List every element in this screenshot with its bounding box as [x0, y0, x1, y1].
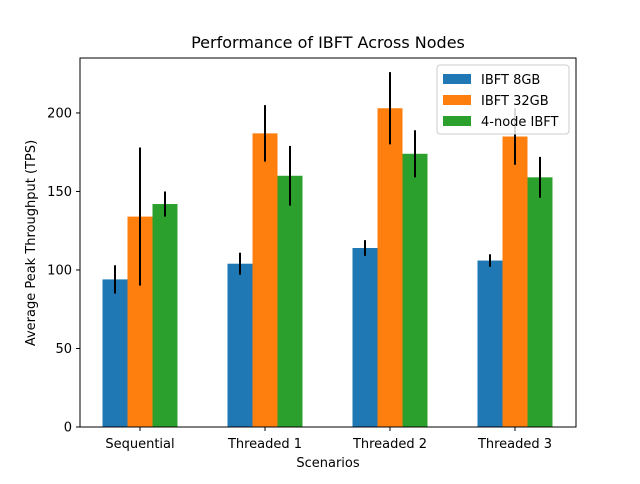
x-tick-label-3: Threaded 3: [477, 437, 552, 452]
bar-1-1: [102, 279, 128, 427]
y-tick-label-0: 0: [64, 421, 72, 436]
y-tick-label-4: 200: [47, 106, 72, 121]
bar-1-3: [352, 247, 378, 427]
y-tick-label-2: 100: [47, 263, 72, 278]
x-tick-label-1: Threaded 1: [227, 437, 302, 452]
legend-swatch-3: [443, 116, 471, 126]
legend-label-3: 4-node IBFT: [481, 115, 559, 130]
bar-3-1: [152, 204, 178, 427]
legend: IBFT 8GB IBFT 32GB 4-node IBFT: [436, 64, 570, 135]
chart-title: Performance of IBFT Across Nodes: [191, 33, 465, 52]
x-tick-label-0: Sequential: [105, 437, 174, 452]
bar-1-2: [227, 263, 253, 427]
bar-3-3: [402, 153, 428, 428]
bar-2-4: [502, 136, 528, 428]
x-tick-label-2: Threaded 2: [352, 437, 427, 452]
x-axis-label: Scenarios: [296, 456, 360, 471]
bar-2-2: [252, 133, 278, 427]
legend-label-2: IBFT 32GB: [481, 94, 549, 109]
plot-area: 0 50 100 150 200 Sequential Threaded 1 Threaded…: [47, 57, 577, 452]
y-tick-label-3: 150: [47, 185, 72, 200]
y-axis-label: Average Peak Throughput (TPS): [24, 140, 39, 346]
y-tick-label-1: 50: [55, 342, 72, 357]
axes-frame: [79, 57, 577, 428]
bar-1-4: [477, 260, 503, 427]
bar-3-2: [277, 175, 303, 427]
legend-swatch-1: [443, 74, 471, 84]
bar-3-4: [527, 177, 553, 427]
bar-2-3: [377, 108, 403, 427]
legend-label-1: IBFT 8GB: [481, 73, 540, 88]
legend-swatch-2: [443, 95, 471, 105]
